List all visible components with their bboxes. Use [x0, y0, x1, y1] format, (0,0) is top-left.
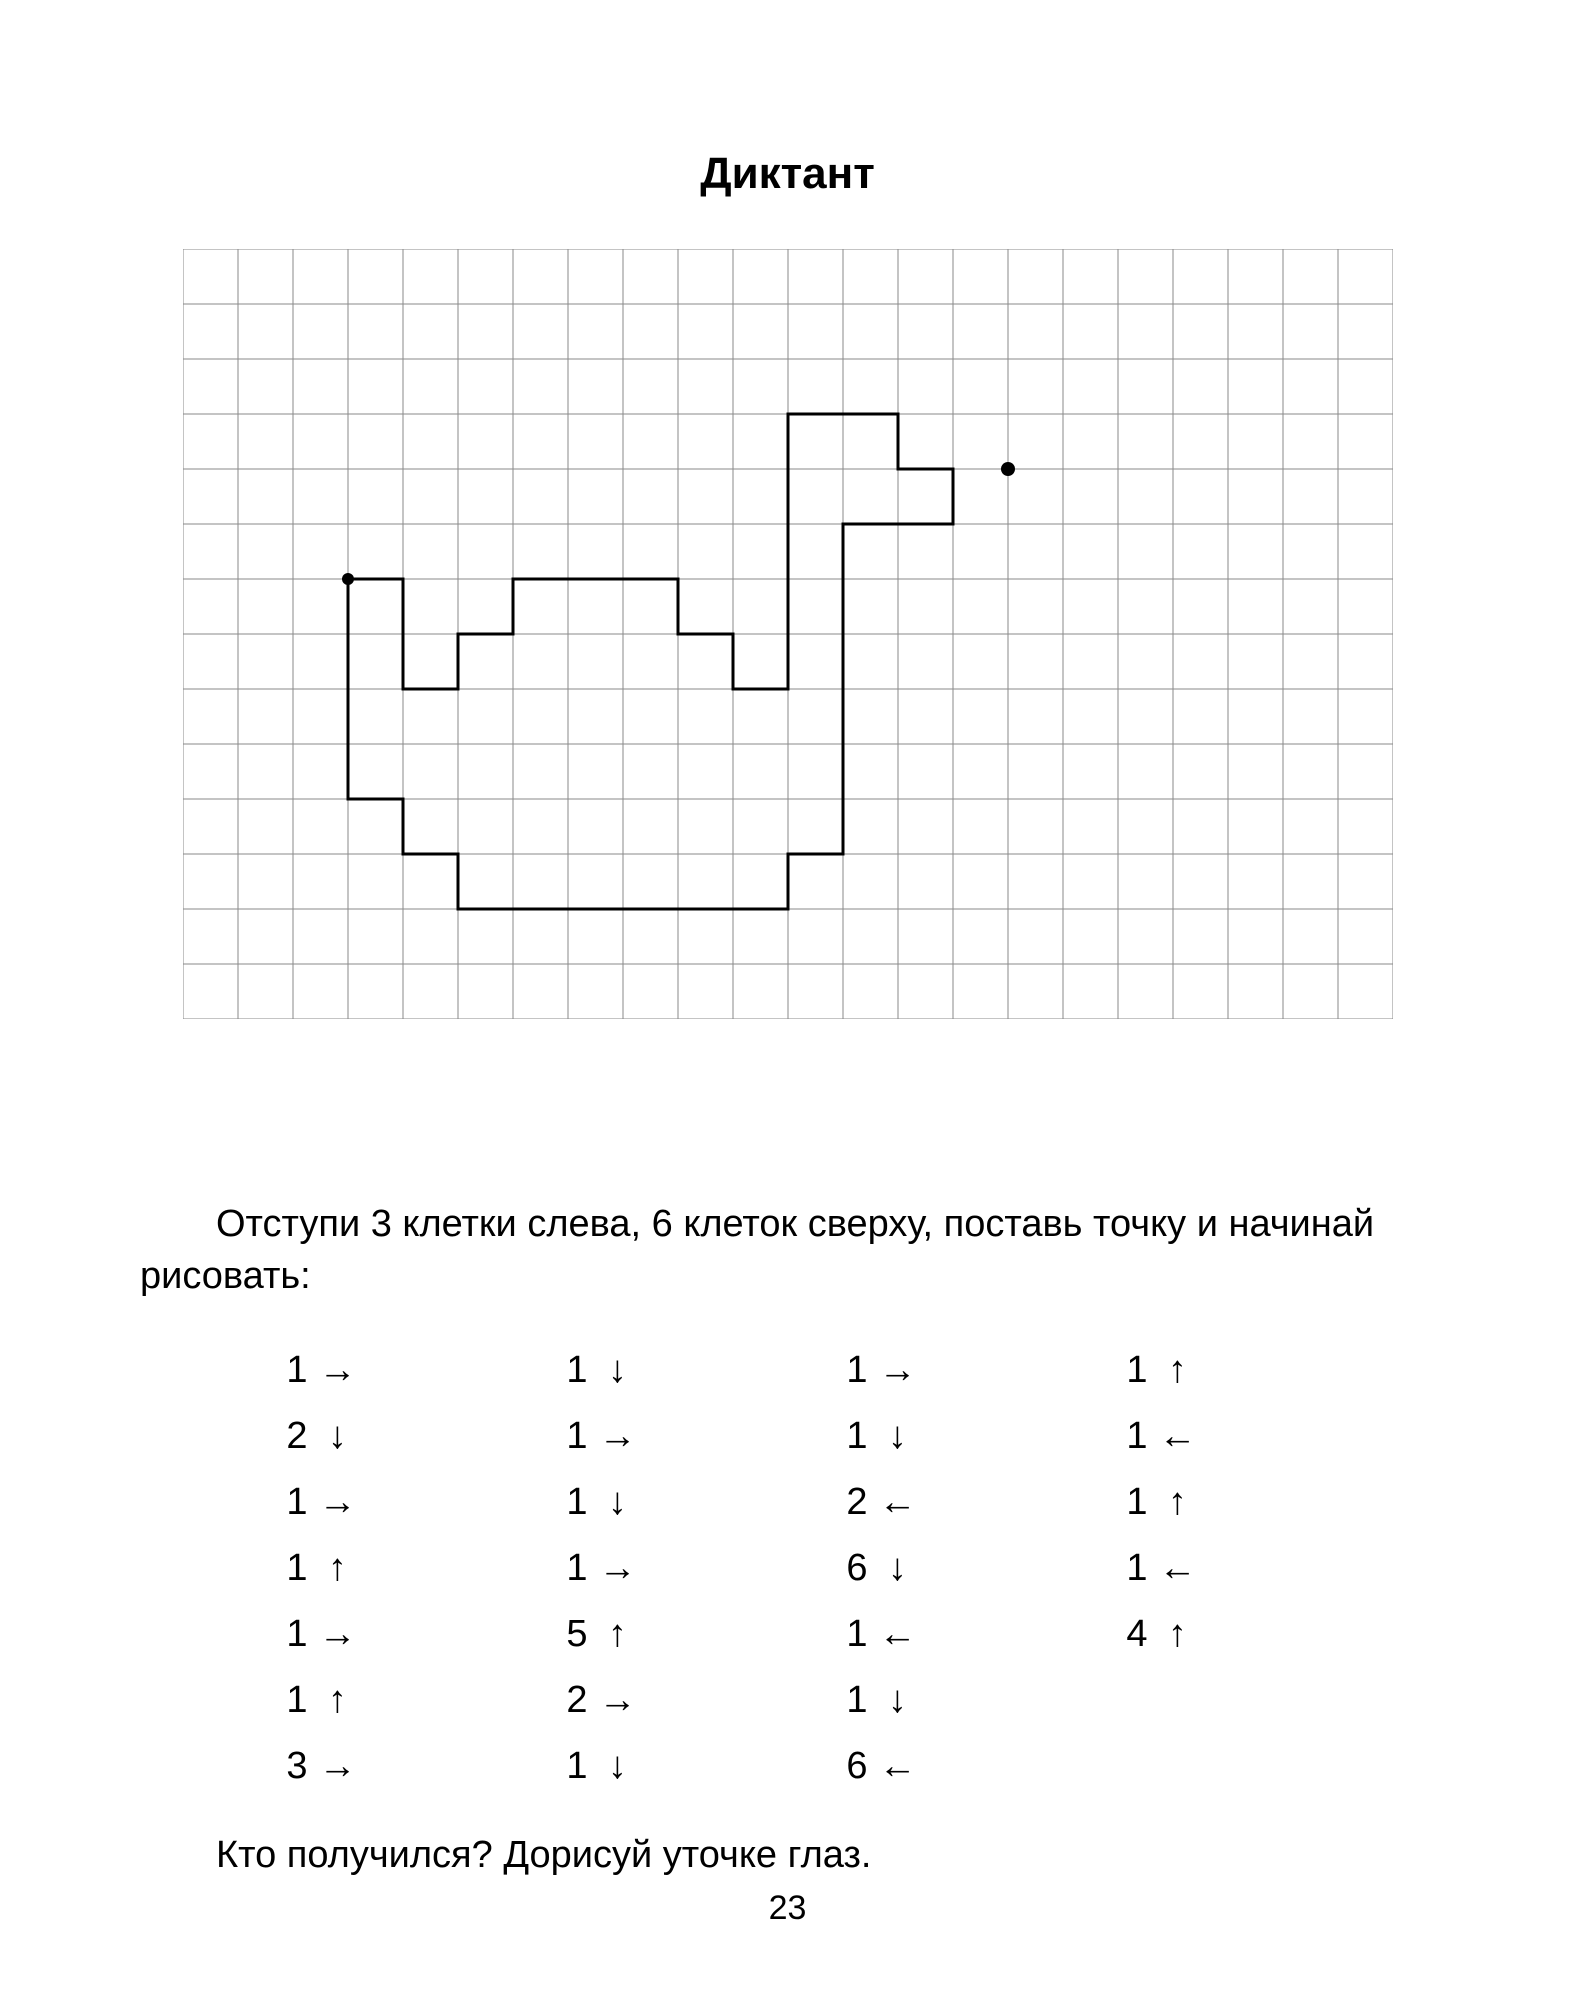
step-arrow: ↑: [1148, 1613, 1208, 1656]
step-arrow: ↑: [588, 1613, 648, 1656]
step-arrow: ←: [868, 1745, 928, 1788]
step-item: 6←: [818, 1738, 1038, 1794]
step-count: 6: [818, 1745, 868, 1788]
step-item: 1→: [538, 1408, 758, 1464]
step-arrow: ←: [868, 1613, 928, 1656]
step-item: 1↑: [258, 1672, 478, 1728]
step-item: 1↓: [538, 1738, 758, 1794]
step-count: 6: [818, 1547, 868, 1590]
step-item: 1→: [258, 1342, 478, 1398]
step-item: 4↑: [1098, 1606, 1318, 1662]
step-arrow: ↓: [868, 1547, 928, 1590]
step-count: 2: [818, 1481, 868, 1524]
step-item: 1↓: [538, 1474, 758, 1530]
step-arrow: ↓: [868, 1679, 928, 1722]
step-arrow: ←: [868, 1481, 928, 1524]
step-count: 1: [258, 1613, 308, 1656]
step-arrow: →: [588, 1415, 648, 1458]
step-arrow: →: [308, 1481, 368, 1524]
step-item: 1↓: [538, 1342, 758, 1398]
step-count: 1: [818, 1679, 868, 1722]
step-arrow: ↓: [588, 1745, 648, 1788]
step-count: 1: [258, 1679, 308, 1722]
step-arrow: ←: [1148, 1415, 1208, 1458]
step-count: 2: [258, 1415, 308, 1458]
step-arrow: →: [868, 1349, 928, 1392]
step-count: 1: [538, 1349, 588, 1392]
step-arrow: ↑: [308, 1679, 368, 1722]
step-arrow: →: [308, 1613, 368, 1656]
step-item: 1←: [1098, 1408, 1318, 1464]
step-arrow: ↓: [308, 1415, 368, 1458]
step-item: 1→: [258, 1474, 478, 1530]
step-item: 1→: [538, 1540, 758, 1596]
step-count: 1: [1098, 1349, 1148, 1392]
step-count: 5: [538, 1613, 588, 1656]
page-title: Диктант: [140, 149, 1435, 199]
step-arrow: →: [588, 1679, 648, 1722]
step-count: 1: [1098, 1481, 1148, 1524]
instruction-text: Отступи 3 клетки слева, 6 клеток сверху,…: [140, 1199, 1435, 1302]
step-item: 5↑: [538, 1606, 758, 1662]
step-arrow: ↑: [1148, 1481, 1208, 1524]
step-item: 6↓: [818, 1540, 1038, 1596]
step-item: 1←: [818, 1606, 1038, 1662]
step-count: 1: [538, 1481, 588, 1524]
step-count: 2: [538, 1679, 588, 1722]
step-count: 1: [1098, 1547, 1148, 1590]
step-item: 1←: [1098, 1540, 1318, 1596]
page-number: 23: [0, 1889, 1575, 1928]
step-arrow: →: [308, 1745, 368, 1788]
step-item: 1↓: [818, 1672, 1038, 1728]
steps-table: 1→2↓1→1↑1→1↑3→1↓1→1↓1→5↑2→1↓1→1↓2←6↓1←1↓…: [258, 1342, 1318, 1794]
step-item: 3→: [258, 1738, 478, 1794]
step-item: 1→: [258, 1606, 478, 1662]
step-item: 1↓: [818, 1408, 1038, 1464]
step-arrow: ↑: [308, 1547, 368, 1590]
step-arrow: ↓: [588, 1481, 648, 1524]
step-arrow: ↓: [588, 1349, 648, 1392]
step-count: 3: [258, 1745, 308, 1788]
step-count: 1: [818, 1349, 868, 1392]
step-count: 1: [258, 1349, 308, 1392]
step-count: 1: [818, 1415, 868, 1458]
step-arrow: ←: [1148, 1547, 1208, 1590]
step-count: 1: [1098, 1415, 1148, 1458]
step-count: 1: [258, 1547, 308, 1590]
step-arrow: ↓: [868, 1415, 928, 1458]
step-count: 1: [818, 1613, 868, 1656]
question-text: Кто получился? Дорисуй уточке глаз.: [140, 1834, 1435, 1877]
step-count: 4: [1098, 1613, 1148, 1656]
step-item: 2←: [818, 1474, 1038, 1530]
step-item: 1→: [818, 1342, 1038, 1398]
step-count: 1: [258, 1481, 308, 1524]
step-arrow: →: [588, 1547, 648, 1590]
step-count: 1: [538, 1745, 588, 1788]
step-item: 1↑: [1098, 1474, 1318, 1530]
grid-figure: [140, 249, 1435, 1019]
step-arrow: ↑: [1148, 1349, 1208, 1392]
step-count: 1: [538, 1415, 588, 1458]
step-count: 1: [538, 1547, 588, 1590]
step-item: 1↑: [258, 1540, 478, 1596]
step-item: 2↓: [258, 1408, 478, 1464]
step-item: 1↑: [1098, 1342, 1318, 1398]
step-item: 2→: [538, 1672, 758, 1728]
step-arrow: →: [308, 1349, 368, 1392]
